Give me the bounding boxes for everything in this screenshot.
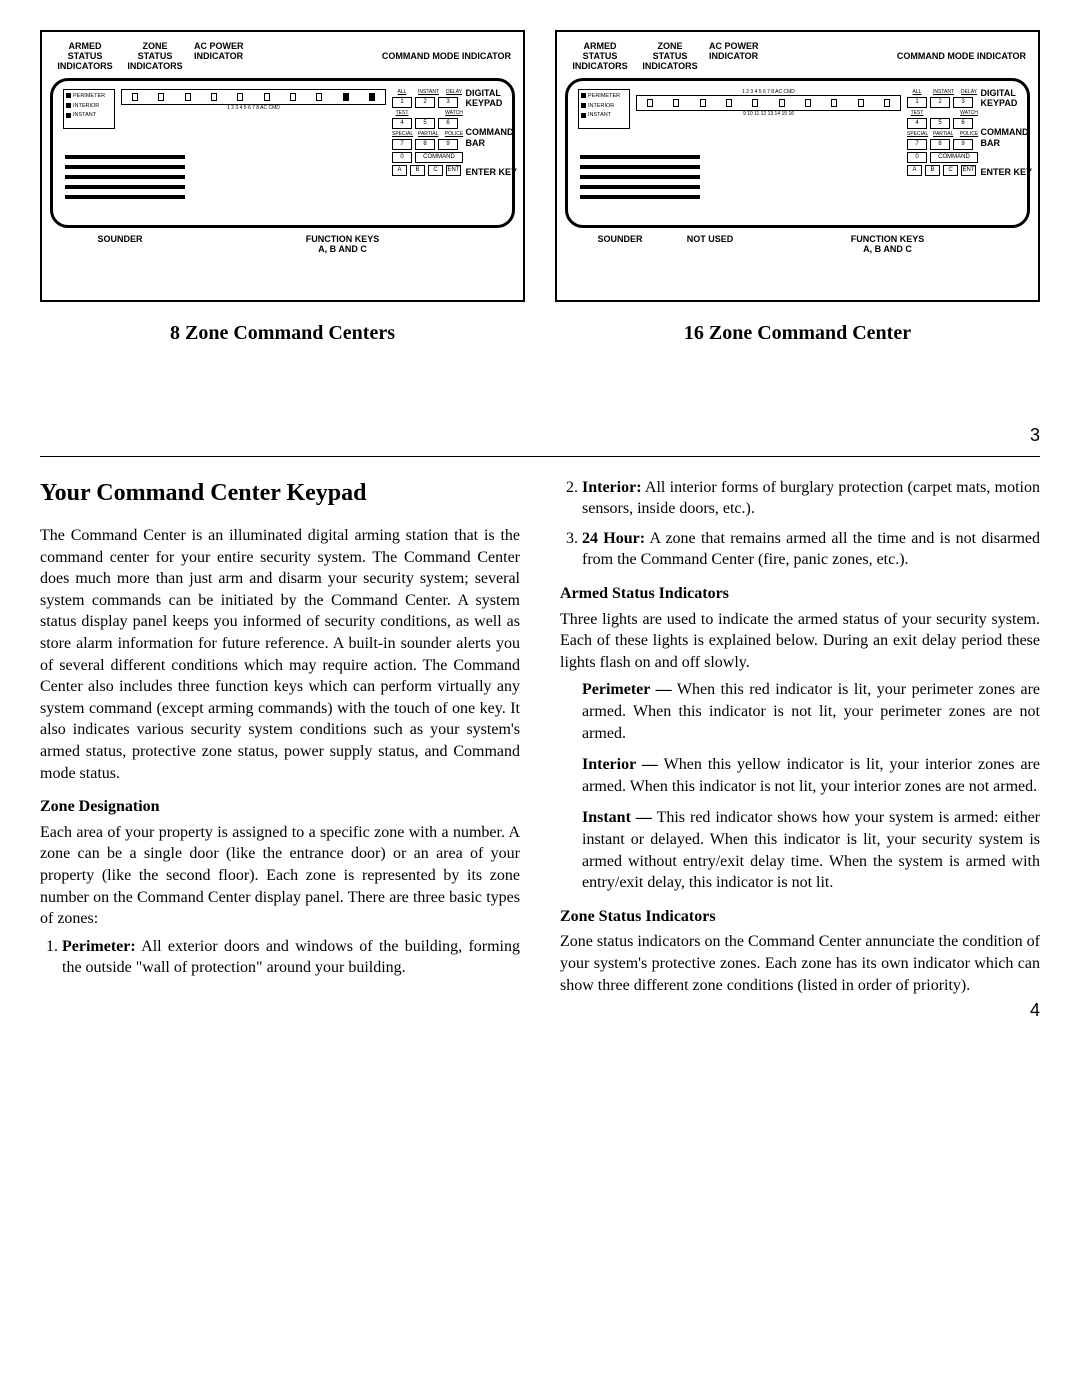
heading-zone-status: Zone Status Indicators <box>560 906 1040 928</box>
key-command[interactable]: COMMAND <box>415 152 463 163</box>
key-9[interactable]: 9 <box>438 139 458 150</box>
key-0[interactable]: 0 <box>392 152 412 163</box>
label-zone: ZONE STATUS INDICATORS <box>635 42 705 72</box>
page-number-4: 4 <box>40 1000 1040 1021</box>
armed-item-perimeter: Perimeter — When this red indicator is l… <box>582 679 1040 744</box>
page-number-3: 3 <box>40 425 1040 446</box>
label-cmd-mode: COMMAND MODE INDICATOR <box>265 42 515 72</box>
key-8[interactable]: 8 <box>930 139 950 150</box>
label-zone: ZONE STATUS INDICATORS <box>120 42 190 72</box>
label-digital-keypad: DIGITAL KEYPAD <box>980 88 1032 110</box>
separator <box>40 456 1040 457</box>
key-b[interactable]: B <box>925 165 940 176</box>
label-sounder: SOUNDER <box>575 234 665 254</box>
key-3[interactable]: 3 <box>438 97 458 108</box>
label-enter-key: ENTER KEY <box>465 167 517 178</box>
zone-designation-paragraph: Each area of your property is assigned t… <box>40 822 520 930</box>
armed-status-block: PERIMETER INTERIOR INSTANT <box>578 89 630 129</box>
label-ac: AC POWER INDICATOR <box>705 42 780 72</box>
label-ac: AC POWER INDICATOR <box>190 42 265 72</box>
key-5[interactable]: 5 <box>930 118 950 129</box>
diagram-16-zone: ARMED STATUS INDICATORS ZONE STATUS INDI… <box>555 30 1040 302</box>
keypad-panel: PERIMETER INTERIOR INSTANT 1 2 3 4 5 6 7… <box>50 78 515 228</box>
key-2[interactable]: 2 <box>415 97 435 108</box>
label-function-keys: FUNCTION KEYS A, B AND C <box>755 234 1020 254</box>
key-7[interactable]: 7 <box>392 139 412 150</box>
key-3[interactable]: 3 <box>953 97 973 108</box>
key-a[interactable]: A <box>907 165 922 176</box>
zone-numbers-bot: 9 10 11 12 13 14 15 16 <box>636 111 901 117</box>
key-4[interactable]: 4 <box>907 118 927 129</box>
zone-lcd <box>121 89 386 105</box>
key-2[interactable]: 2 <box>930 97 950 108</box>
label-command-bar: COMMAND BAR <box>980 127 1032 149</box>
label-digital-keypad: DIGITAL KEYPAD <box>465 88 517 110</box>
diagrams-row: ARMED STATUS INDICATORS ZONE STATUS INDI… <box>40 30 1040 302</box>
key-command[interactable]: COMMAND <box>930 152 978 163</box>
key-5[interactable]: 5 <box>415 118 435 129</box>
zone-item-interior: Interior: All interior forms of burglary… <box>582 477 1040 520</box>
key-7[interactable]: 7 <box>907 139 927 150</box>
keypad-panel: PERIMETER INTERIOR INSTANT 1 2 3 4 5 6 7… <box>565 78 1030 228</box>
armed-item-interior: Interior — When this yellow indicator is… <box>582 754 1040 797</box>
key-ent[interactable]: ENT <box>961 165 976 176</box>
label-armed: ARMED STATUS INDICATORS <box>50 42 120 72</box>
label-cmd-mode: COMMAND MODE INDICATOR <box>780 42 1030 72</box>
diagram-8-zone: ARMED STATUS INDICATORS ZONE STATUS INDI… <box>40 30 525 302</box>
key-a[interactable]: A <box>392 165 407 176</box>
zone-item-perimeter: Perimeter: All exterior doors and window… <box>62 936 520 979</box>
key-8[interactable]: 8 <box>415 139 435 150</box>
label-function-keys: FUNCTION KEYS A, B AND C <box>180 234 505 254</box>
label-command-bar: COMMAND BAR <box>465 127 517 149</box>
key-4[interactable]: 4 <box>392 118 412 129</box>
sounder-grille <box>580 155 700 215</box>
zone-status-paragraph: Zone status indicators on the Command Ce… <box>560 931 1040 996</box>
key-0[interactable]: 0 <box>907 152 927 163</box>
heading-zone-designation: Zone Designation <box>40 796 520 818</box>
armed-status-block: PERIMETER INTERIOR INSTANT <box>63 89 115 129</box>
caption-16-zone: 16 Zone Command Center <box>555 322 1040 345</box>
key-6[interactable]: 6 <box>438 118 458 129</box>
key-c[interactable]: C <box>428 165 443 176</box>
key-1[interactable]: 1 <box>907 97 927 108</box>
key-1[interactable]: 1 <box>392 97 412 108</box>
heading-armed-status: Armed Status Indicators <box>560 583 1040 605</box>
intro-paragraph: The Command Center is an illuminated dig… <box>40 525 520 784</box>
key-c[interactable]: C <box>943 165 958 176</box>
label-sounder: SOUNDER <box>60 234 180 254</box>
captions-row: 8 Zone Command Centers 16 Zone Command C… <box>40 322 1040 345</box>
key-6[interactable]: 6 <box>953 118 973 129</box>
label-not-used: NOT USED <box>665 234 755 254</box>
armed-item-instant: Instant — This red indicator shows how y… <box>582 807 1040 893</box>
zone-numbers: 1 2 3 4 5 6 7 8 AC CMD <box>121 105 386 111</box>
armed-status-paragraph: Three lights are used to indicate the ar… <box>560 609 1040 674</box>
key-9[interactable]: 9 <box>953 139 973 150</box>
caption-8-zone: 8 Zone Command Centers <box>40 322 525 345</box>
label-enter-key: ENTER KEY <box>980 167 1032 178</box>
sounder-grille <box>65 155 185 215</box>
key-b[interactable]: B <box>410 165 425 176</box>
label-armed: ARMED STATUS INDICATORS <box>565 42 635 72</box>
key-ent[interactable]: ENT <box>446 165 461 176</box>
article-title: Your Command Center Keypad <box>40 477 520 509</box>
article-body: Your Command Center Keypad The Command C… <box>40 477 1040 996</box>
zone-lcd <box>636 95 901 111</box>
zone-item-24hour: 24 Hour: A zone that remains armed all t… <box>582 528 1040 571</box>
